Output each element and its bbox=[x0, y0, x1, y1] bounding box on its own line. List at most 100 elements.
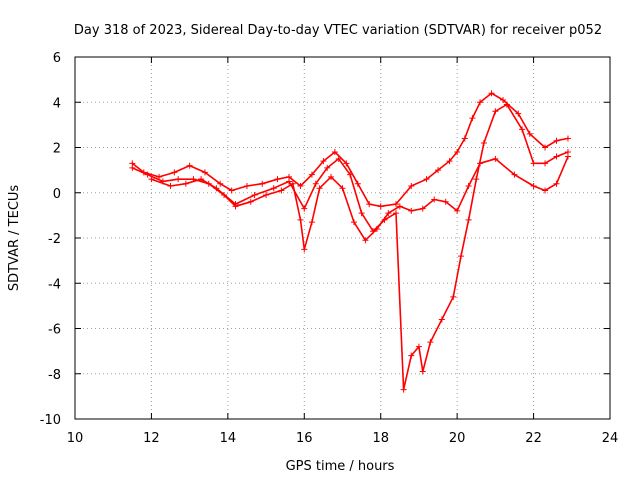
data-point bbox=[530, 182, 537, 189]
y-tick-label: 4 bbox=[53, 96, 61, 111]
data-point bbox=[553, 153, 560, 160]
data-point bbox=[251, 192, 258, 199]
data-point bbox=[542, 160, 549, 167]
data-point bbox=[217, 180, 224, 187]
data-point bbox=[488, 90, 495, 97]
data-point bbox=[144, 171, 151, 178]
data-point bbox=[350, 219, 357, 226]
data-point bbox=[526, 130, 533, 137]
data-point bbox=[278, 187, 285, 194]
y-tick-label: -10 bbox=[40, 413, 61, 428]
series-1 bbox=[129, 90, 571, 210]
data-point bbox=[201, 169, 208, 176]
data-point bbox=[232, 201, 239, 208]
data-point bbox=[381, 216, 388, 223]
data-point bbox=[270, 185, 277, 192]
data-point bbox=[377, 203, 384, 210]
data-point bbox=[347, 171, 354, 178]
data-point bbox=[553, 137, 560, 144]
y-tick-label: -2 bbox=[48, 232, 61, 247]
y-tick-label: -8 bbox=[48, 368, 61, 383]
data-point bbox=[213, 185, 220, 192]
x-tick-label: 22 bbox=[525, 431, 542, 446]
x-tick-label: 12 bbox=[143, 431, 160, 446]
data-point bbox=[312, 180, 319, 187]
data-point bbox=[446, 158, 453, 165]
data-point bbox=[316, 185, 323, 192]
data-point bbox=[438, 316, 445, 323]
data-point bbox=[454, 207, 461, 214]
data-point bbox=[408, 207, 415, 214]
data-point bbox=[442, 198, 449, 205]
data-point bbox=[171, 169, 178, 176]
data-point bbox=[564, 135, 571, 142]
data-point bbox=[247, 198, 254, 205]
data-point bbox=[297, 216, 304, 223]
data-point bbox=[186, 162, 193, 169]
data-point bbox=[465, 216, 472, 223]
data-point bbox=[198, 176, 205, 183]
data-point bbox=[564, 149, 571, 156]
data-point bbox=[274, 176, 281, 183]
y-tick-label: 2 bbox=[53, 142, 61, 157]
data-point bbox=[362, 237, 369, 244]
data-point bbox=[393, 210, 399, 217]
data-point bbox=[500, 96, 506, 103]
data-point bbox=[492, 108, 499, 115]
y-tick-label: -4 bbox=[48, 277, 61, 292]
data-point bbox=[328, 173, 335, 180]
data-point bbox=[366, 201, 373, 208]
data-point bbox=[542, 187, 549, 194]
y-tick-label: 6 bbox=[53, 51, 61, 66]
data-point bbox=[335, 155, 342, 162]
data-point bbox=[511, 171, 518, 178]
x-axis-label: GPS time / hours bbox=[286, 459, 395, 474]
data-point bbox=[519, 126, 526, 133]
data-point bbox=[461, 135, 468, 142]
plot-area bbox=[129, 90, 571, 393]
data-point bbox=[415, 343, 422, 350]
data-point bbox=[286, 178, 292, 185]
data-point bbox=[408, 352, 415, 359]
data-point bbox=[385, 210, 392, 217]
data-point bbox=[419, 205, 426, 212]
data-point bbox=[148, 176, 155, 183]
series-line bbox=[150, 103, 569, 391]
x-tick-label: 16 bbox=[296, 431, 313, 446]
data-point bbox=[129, 164, 136, 171]
data-point bbox=[435, 167, 442, 174]
series-3 bbox=[148, 101, 571, 393]
data-point bbox=[431, 196, 438, 203]
data-point bbox=[320, 158, 327, 165]
data-point bbox=[473, 176, 480, 183]
series-line bbox=[131, 92, 569, 208]
grid bbox=[74, 56, 611, 420]
data-point bbox=[396, 203, 403, 210]
data-point bbox=[228, 187, 235, 194]
data-point bbox=[469, 115, 476, 122]
data-point bbox=[465, 182, 472, 189]
data-point bbox=[358, 210, 365, 217]
x-tick-label: 14 bbox=[220, 431, 237, 446]
data-point bbox=[243, 182, 250, 189]
y-tick-label: -6 bbox=[48, 323, 61, 338]
data-point bbox=[503, 101, 510, 108]
x-tick-label: 18 bbox=[372, 431, 389, 446]
data-point bbox=[492, 155, 499, 162]
data-point bbox=[324, 164, 331, 171]
data-point bbox=[370, 228, 377, 235]
x-tick-label: 10 bbox=[67, 431, 84, 446]
data-point bbox=[419, 368, 426, 375]
data-point bbox=[393, 201, 399, 208]
data-point bbox=[331, 149, 338, 156]
data-point bbox=[308, 171, 315, 178]
data-point bbox=[167, 182, 174, 189]
data-point bbox=[301, 246, 308, 253]
data-point bbox=[477, 99, 484, 106]
data-point bbox=[301, 205, 308, 212]
plot-frame bbox=[74, 56, 611, 420]
data-point bbox=[530, 160, 537, 167]
